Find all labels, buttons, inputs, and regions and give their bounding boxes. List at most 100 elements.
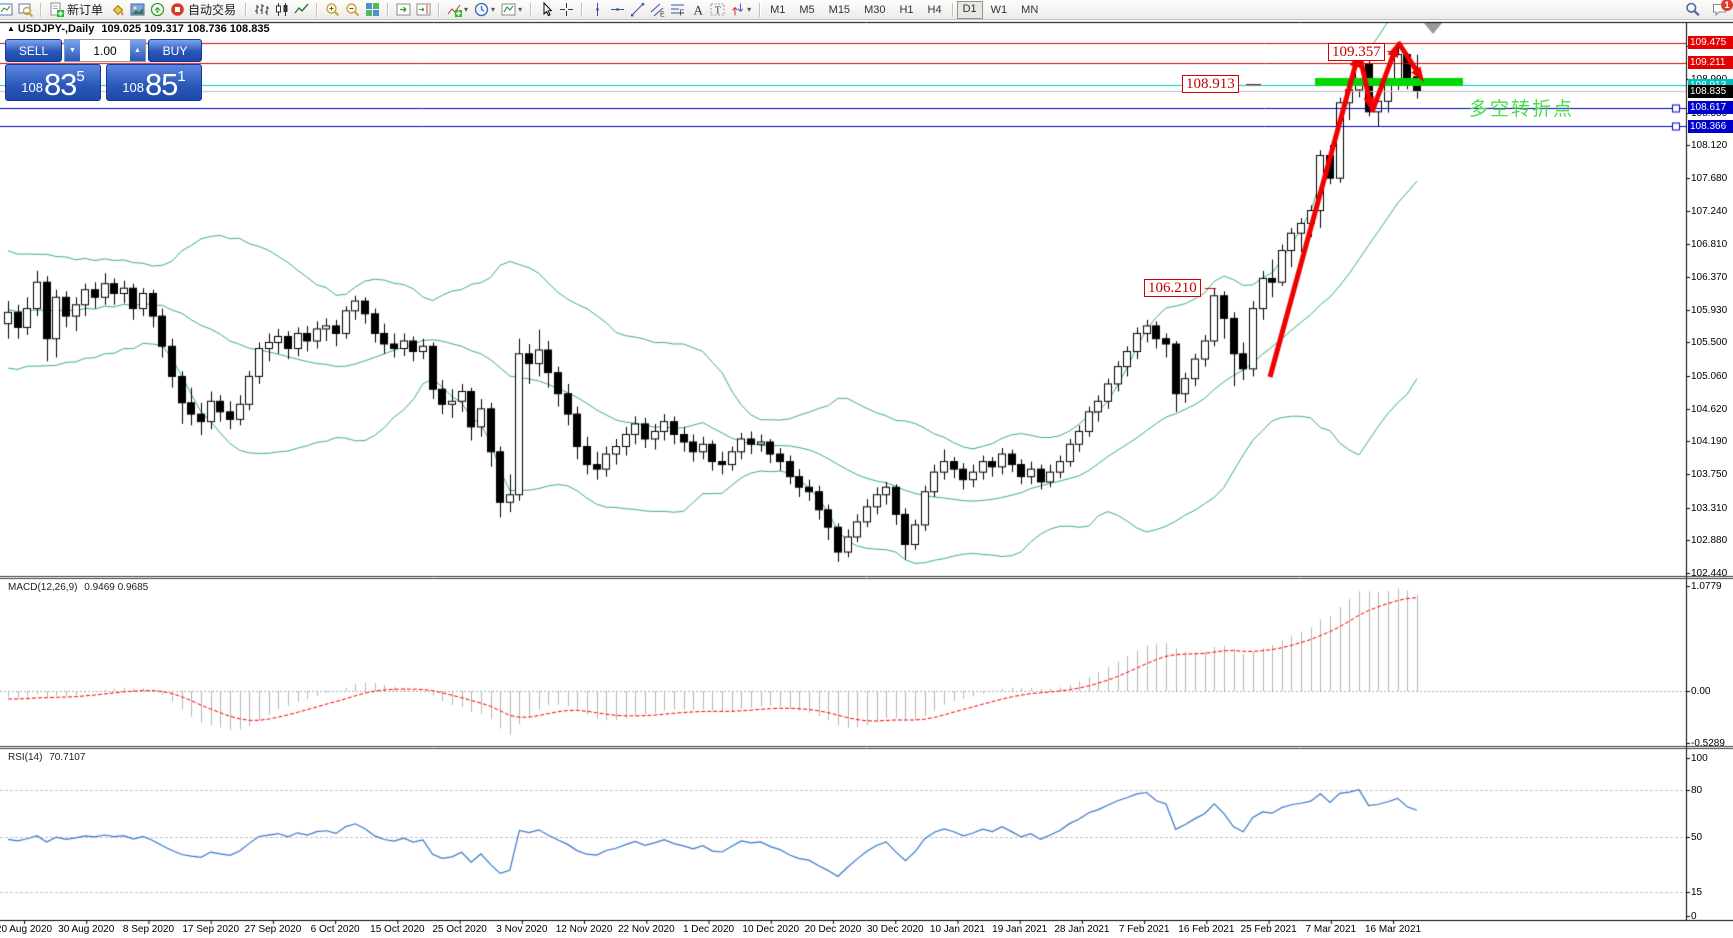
periods-clock-dropdown[interactable]: ▾ — [491, 5, 496, 14]
cursor-icon[interactable] — [537, 1, 555, 18]
date-label-16-Mar-2021: 16 Mar 2021 — [1364, 924, 1422, 935]
toolbar-separator — [40, 2, 41, 17]
new-order-label[interactable]: 新订单 — [67, 3, 104, 17]
symbol-ohlc-values: 109.025 109.317 108.736 108.835 — [101, 23, 270, 35]
date-label-10-Dec-2020: 10 Dec 2020 — [742, 924, 800, 935]
timeframe-button-m5[interactable]: M5 — [799, 3, 815, 16]
arrows-dropdown[interactable]: ▾ — [747, 5, 752, 14]
new-order-icon[interactable] — [47, 1, 65, 18]
macd-tick-0.00: 0.00 — [1691, 686, 1711, 697]
autoscroll-icon[interactable] — [394, 1, 412, 18]
svg-text:F: F — [679, 9, 684, 18]
toolbar-separator — [387, 2, 389, 17]
toolbar-group — [250, 1, 312, 18]
date-label-17-Sep-2020: 17 Sep 2020 — [182, 924, 240, 935]
price-tick-105.930: 105.930 — [1691, 305, 1728, 317]
volume-decrease-button[interactable]: ▼ — [65, 40, 80, 61]
sell-price-sup: 5 — [76, 68, 85, 85]
toolbar-group: ▾ ▾ ▾ — [443, 1, 526, 18]
svg-text:E: E — [660, 12, 665, 18]
tile-windows-icon[interactable] — [363, 1, 381, 18]
zoom-window-icon[interactable] — [16, 1, 34, 18]
date-label-22-Nov-2020: 22 Nov 2020 — [617, 924, 675, 935]
price-tick-104.620: 104.620 — [1691, 403, 1728, 415]
collapse-triangle-icon[interactable]: ▲ — [7, 24, 15, 33]
bars-chart-icon[interactable] — [252, 1, 270, 18]
chat-button[interactable]: 1 — [1710, 0, 1733, 18]
date-label-10-Jan-2021: 10 Jan 2021 — [929, 924, 985, 935]
date-label-25-Feb-2021: 25 Feb 2021 — [1240, 924, 1297, 935]
window-chart-icon[interactable] — [0, 1, 14, 18]
templates-chart-icon[interactable] — [499, 1, 517, 18]
sell-price-box[interactable]: 108 83 5 — [5, 64, 101, 101]
date-label-8-Sep-2020: 8 Sep 2020 — [122, 924, 175, 935]
price-level-badge-109.475: 109.475 — [1688, 36, 1733, 50]
styles-bucket-icon[interactable] — [108, 1, 126, 18]
date-label-16-Feb-2021: 16 Feb 2021 — [1178, 924, 1235, 935]
price-tick-106.810: 106.810 — [1691, 238, 1728, 250]
volume-value[interactable]: 1.00 — [93, 43, 117, 58]
channel-icon[interactable]: E — [648, 1, 666, 18]
vline-icon[interactable] — [588, 1, 606, 18]
date-label-28-Jan-2021: 28 Jan 2021 — [1054, 924, 1110, 935]
templates-chart-dropdown[interactable]: ▾ — [518, 5, 523, 14]
search-icon[interactable] — [1683, 1, 1701, 18]
symbol-info-line: ▲ USDJPY-,Daily 109.025 109.317 108.736 10… — [7, 23, 270, 35]
hline-icon[interactable] — [608, 1, 626, 18]
timeframe-button-h1[interactable]: H1 — [899, 3, 914, 16]
line-chart-icon[interactable] — [292, 1, 310, 18]
annotation-pivot-price-label[interactable]: 108.913 — [1182, 75, 1239, 93]
autotrade-icon[interactable] — [168, 1, 186, 18]
timeframe-button-d1[interactable]: D1 — [956, 0, 983, 19]
zoom-in-icon[interactable] — [323, 1, 341, 18]
arrows-icon[interactable] — [728, 1, 746, 18]
top-toolbar: 新订单 自动交易 ▾ ▾ ▾ E F A T ▾ M1 M5 M15 M30 H1 H4 D1 W1 MN — [0, 0, 1733, 20]
annotation-breakout-price-label[interactable]: 106.210 — [1144, 279, 1201, 297]
timeframe-button-m30[interactable]: M30 — [864, 3, 886, 16]
date-label-6-Oct-2020: 6 Oct 2020 — [310, 924, 360, 935]
toolbar-group: E F A T ▾ — [586, 1, 755, 18]
template-image-icon[interactable] — [128, 1, 146, 18]
price-level-badge-109.211: 109.211 — [1688, 56, 1733, 70]
timeframe-button-mn[interactable]: MN — [1021, 3, 1039, 16]
rsi-current-value: 70.7107 — [49, 752, 86, 763]
buy-button[interactable]: BUY — [148, 39, 202, 62]
sell-price-big: 83 — [43, 67, 77, 102]
toolbar-right: 1 — [1683, 0, 1733, 18]
chart-shift-icon[interactable] — [414, 1, 432, 18]
fibonacci-icon[interactable]: F — [668, 1, 686, 18]
add-indicator-dropdown[interactable]: ▾ — [464, 5, 469, 14]
sell-button[interactable]: SELL — [5, 39, 62, 62]
zoom-out-icon[interactable] — [343, 1, 361, 18]
toolbar-group — [0, 1, 36, 18]
date-label-25-Oct-2020: 25 Oct 2020 — [432, 924, 487, 935]
periods-clock-icon[interactable] — [472, 1, 490, 18]
candles-chart-icon[interactable] — [272, 1, 290, 18]
toolbar-group: 新订单 自动交易 — [45, 1, 241, 18]
add-indicator-icon[interactable] — [445, 1, 463, 18]
rsi-tick-50: 50 — [1691, 832, 1703, 843]
autotrade-label[interactable]: 自动交易 — [188, 3, 237, 17]
annotation-peak-price-label[interactable]: 109.357 — [1328, 43, 1385, 61]
volume-stepper: ▼ 1.00 ▲ — [64, 39, 146, 62]
toolbar-group — [535, 1, 577, 18]
text-label-icon[interactable]: T — [708, 1, 726, 18]
timeframe-button-m1[interactable]: M1 — [770, 3, 786, 16]
buy-price-sup: 1 — [177, 68, 186, 85]
toolbar-group — [321, 1, 383, 18]
timeframe-button-m15[interactable]: M15 — [828, 3, 851, 16]
annotation-turning-point-text[interactable]: 多空转折点 — [1469, 99, 1575, 120]
macd-tick--0.5289: -0.5289 — [1691, 737, 1725, 749]
crosshair-icon[interactable] — [557, 1, 575, 18]
trendline-icon[interactable] — [628, 1, 646, 18]
signal-icon[interactable] — [148, 1, 166, 18]
volume-increase-button[interactable]: ▲ — [130, 40, 145, 61]
date-label-19-Jan-2021: 19 Jan 2021 — [992, 924, 1048, 935]
timeframe-button-h4[interactable]: H4 — [927, 3, 942, 16]
buy-price-box[interactable]: 108 85 1 — [106, 64, 202, 101]
toolbar-separator — [759, 2, 761, 17]
timeframe-button-w1[interactable]: W1 — [990, 3, 1008, 16]
text-icon[interactable]: A — [688, 1, 706, 18]
date-label-7-Mar-2021: 7 Mar 2021 — [1305, 924, 1357, 935]
